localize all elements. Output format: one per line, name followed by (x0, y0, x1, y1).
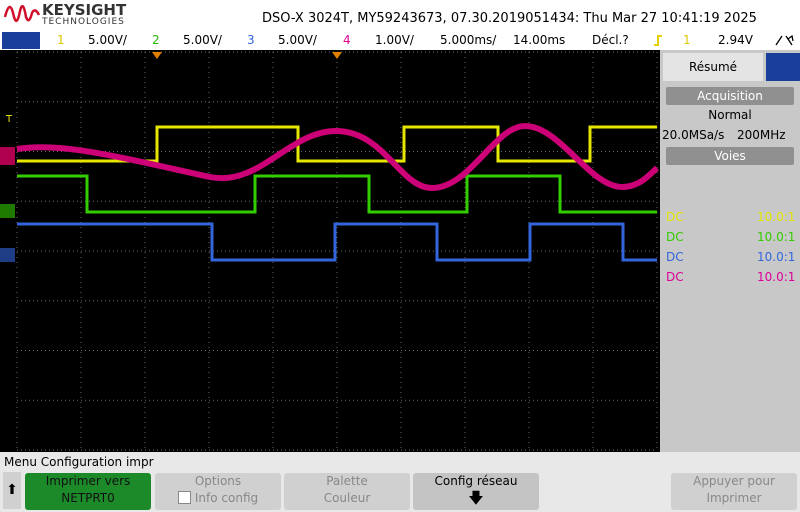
voie-coupling: DC (666, 270, 684, 284)
ch4-marker (0, 147, 15, 165)
status-bar: 1 5.00V/ 2 5.00V/ 3 5.00V/ 4 1.00V/ 5.00… (0, 31, 800, 50)
waveform-display: T (0, 50, 660, 452)
trigger-marker (152, 52, 162, 59)
status-box (2, 32, 40, 49)
slope-icon (775, 34, 794, 46)
acq-mode: Normal (708, 108, 752, 122)
softkey[interactable]: Imprimer vers NETPRT0 (25, 473, 151, 510)
ch1-num: 1 (57, 33, 65, 47)
voies-header: Voies (666, 147, 794, 165)
ch4-scale: 1.00V/ (375, 33, 414, 47)
ch2-scale: 5.00V/ (183, 33, 222, 47)
voie-probe: 10.0:1 (757, 230, 796, 244)
time-scale: 5.000ms/ (440, 33, 497, 47)
ch3-num: 3 (247, 33, 255, 47)
ch3-trace (17, 222, 657, 262)
key-line: Appuyer pour (693, 474, 775, 488)
voie-coupling: DC (666, 230, 684, 244)
key-line: Imprimer (706, 491, 762, 505)
key-line: Options (194, 474, 242, 488)
bandwidth: 200MHz (737, 128, 786, 142)
brand-sub: TECHNOLOGIES (42, 17, 125, 27)
softkey-empty (542, 473, 668, 510)
ch1-scale: 5.00V/ (88, 33, 127, 47)
key-arrow: 🡇 (468, 489, 484, 507)
voie-probe: 10.0:1 (757, 250, 796, 264)
menu-title: Menu Configuration impr (4, 455, 154, 469)
key-line: NETPRT0 (61, 491, 115, 505)
voie-coupling: DC (666, 210, 684, 224)
sample-rate: 20.0MSa/s (662, 128, 725, 142)
key-line: Info config (194, 491, 259, 505)
key-line: Couleur (323, 491, 371, 505)
trigger-icon (654, 35, 662, 46)
softkey[interactable]: Appuyer pour Imprimer (671, 473, 797, 510)
trigger-source: 1 (683, 33, 691, 47)
ch4-num: 4 (343, 33, 351, 47)
softkey[interactable]: Config réseau 🡇 (413, 473, 539, 510)
key-line: Config réseau (434, 474, 518, 488)
checkbox[interactable] (177, 491, 191, 504)
softkey[interactable]: Palette Couleur (284, 473, 410, 510)
trigger-mode: Décl.? (592, 33, 629, 47)
voie-coupling: DC (666, 250, 684, 264)
brand: KEYSIGHT (42, 1, 127, 19)
softkey[interactable]: Options Info config (155, 473, 281, 510)
ch2-marker (0, 204, 15, 218)
trig-level-mark: T (5, 114, 13, 125)
delay-marker (332, 52, 342, 59)
time-delay: 14.00ms (513, 33, 566, 47)
tab-icon[interactable] (766, 53, 800, 81)
title: DSO-X 3024T, MY59243673, 07.30.201905143… (262, 11, 757, 26)
side-panel: Résumé Acquisition Normal 20.0MSa/s 200M… (660, 50, 800, 452)
trigger-level: 2.94V (718, 33, 753, 47)
ch2-trace (17, 174, 657, 214)
key-line: Palette (326, 474, 368, 488)
ch4-trace (16, 122, 660, 192)
acq-header: Acquisition (666, 87, 794, 105)
ch2-num: 2 (152, 33, 160, 47)
ch3-scale: 5.00V/ (278, 33, 317, 47)
voie-probe: 10.0:1 (757, 270, 796, 284)
voie-probe: 10.0:1 (757, 210, 796, 224)
ch3-marker (0, 248, 15, 262)
ch1-trace (17, 125, 657, 163)
tab[interactable]: Résumé (663, 53, 763, 81)
back-button[interactable]: ⬆ (3, 472, 21, 509)
logo-icon (4, 4, 40, 23)
key-line: Imprimer vers (45, 474, 131, 488)
